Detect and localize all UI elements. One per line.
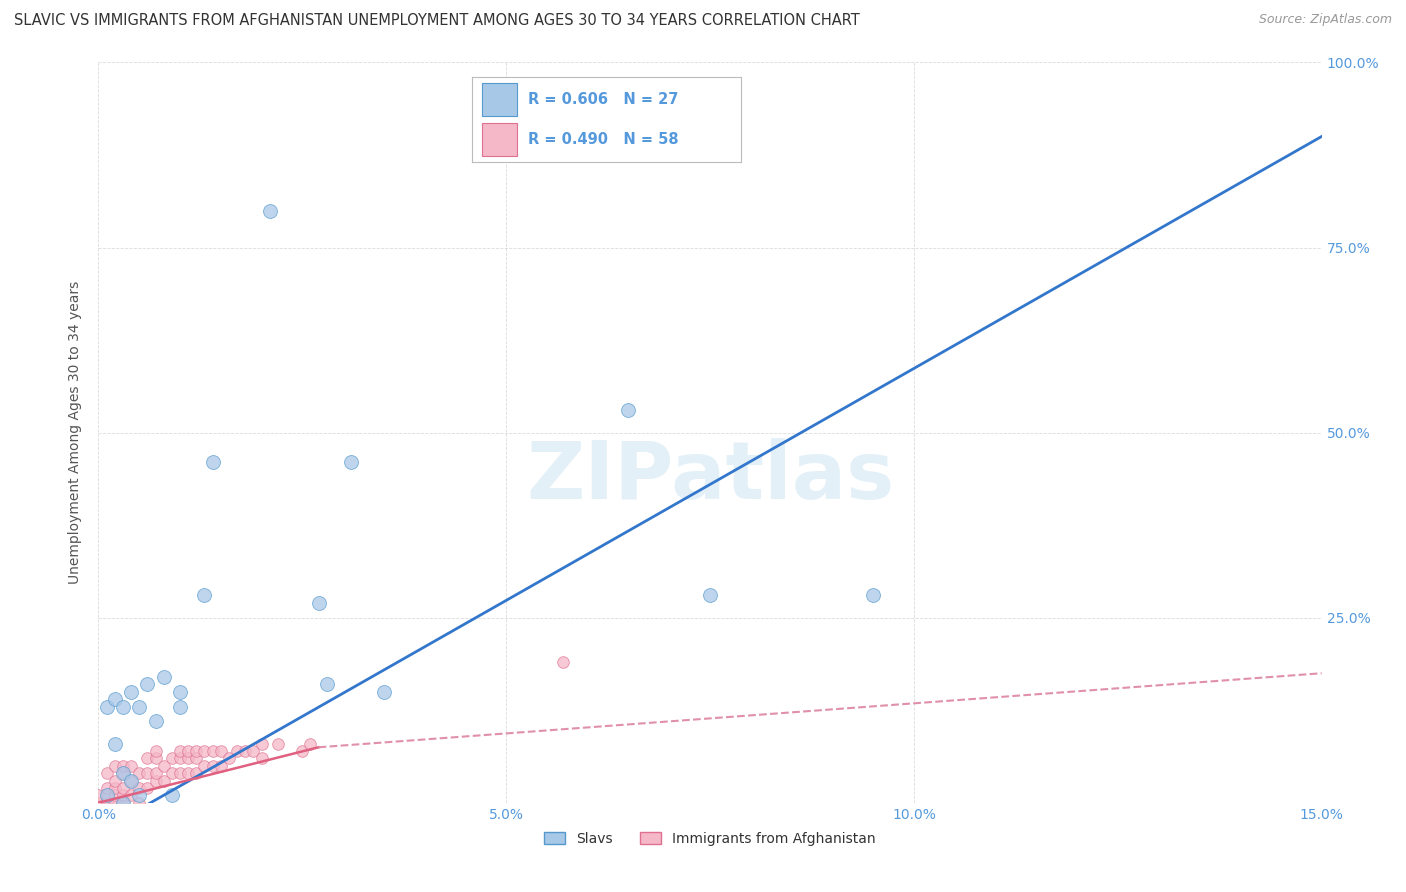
Point [340, 455, 363, 469]
Point [136, 751, 159, 765]
Point [193, 589, 215, 603]
Point [250, 751, 273, 765]
Point [186, 751, 208, 765]
Point [145, 714, 167, 729]
Point [201, 455, 224, 469]
Point [373, 685, 395, 699]
Point [177, 744, 200, 758]
Point [553, 655, 575, 669]
Point [177, 766, 200, 780]
Point [96, 789, 118, 803]
Text: SLAVIC VS IMMIGRANTS FROM AFGHANISTAN UNEMPLOYMENT AMONG AGES 30 TO 34 YEARS COR: SLAVIC VS IMMIGRANTS FROM AFGHANISTAN UN… [14, 13, 860, 29]
Point [128, 789, 150, 803]
Point [160, 751, 183, 765]
Point [128, 699, 150, 714]
Point [136, 677, 159, 691]
Point [201, 758, 224, 772]
Point [291, 744, 314, 758]
Point [169, 766, 191, 780]
Point [111, 789, 134, 803]
Point [186, 744, 208, 758]
Point [617, 403, 640, 417]
Point [862, 589, 884, 603]
Point [128, 796, 150, 810]
Point [169, 685, 191, 699]
Point [120, 773, 142, 788]
Point [104, 789, 127, 803]
Point [87, 796, 110, 810]
Point [104, 780, 127, 795]
Point [96, 699, 118, 714]
Point [120, 789, 142, 803]
Point [308, 596, 330, 610]
Text: Source: ZipAtlas.com: Source: ZipAtlas.com [1258, 13, 1392, 27]
Point [152, 758, 174, 772]
Point [242, 744, 264, 758]
Point [104, 737, 127, 751]
Point [186, 766, 208, 780]
Point [96, 789, 118, 803]
Point [218, 751, 240, 765]
Point [120, 758, 142, 772]
Point [111, 699, 134, 714]
Point [87, 789, 110, 803]
Point [259, 203, 281, 218]
Point [233, 744, 256, 758]
Y-axis label: Unemployment Among Ages 30 to 34 years: Unemployment Among Ages 30 to 34 years [69, 281, 83, 584]
Point [136, 766, 159, 780]
Point [169, 699, 191, 714]
Point [96, 796, 118, 810]
Point [226, 744, 249, 758]
Point [104, 773, 127, 788]
Point [250, 737, 273, 751]
Point [104, 692, 127, 706]
Point [145, 773, 167, 788]
Point [145, 766, 167, 780]
Point [267, 737, 290, 751]
Point [209, 744, 232, 758]
Point [169, 751, 191, 765]
Point [111, 796, 134, 810]
Point [193, 744, 215, 758]
Point [120, 773, 142, 788]
Point [160, 766, 183, 780]
Point [111, 758, 134, 772]
Point [145, 744, 167, 758]
Point [111, 766, 134, 780]
Point [299, 737, 322, 751]
Point [96, 766, 118, 780]
Point [145, 751, 167, 765]
Point [315, 677, 337, 691]
Point [699, 589, 721, 603]
Point [160, 789, 183, 803]
Point [169, 744, 191, 758]
Point [201, 744, 224, 758]
Point [120, 685, 142, 699]
Point [128, 766, 150, 780]
Legend: Slavs, Immigrants from Afghanistan: Slavs, Immigrants from Afghanistan [538, 826, 882, 851]
Text: ZIPatlas: ZIPatlas [526, 438, 894, 516]
Point [136, 780, 159, 795]
Point [111, 766, 134, 780]
Point [209, 758, 232, 772]
Point [111, 780, 134, 795]
Point [152, 773, 174, 788]
Point [96, 780, 118, 795]
Point [104, 796, 127, 810]
Point [111, 796, 134, 810]
Point [177, 751, 200, 765]
Point [152, 670, 174, 684]
Point [104, 758, 127, 772]
Point [128, 780, 150, 795]
Point [193, 758, 215, 772]
